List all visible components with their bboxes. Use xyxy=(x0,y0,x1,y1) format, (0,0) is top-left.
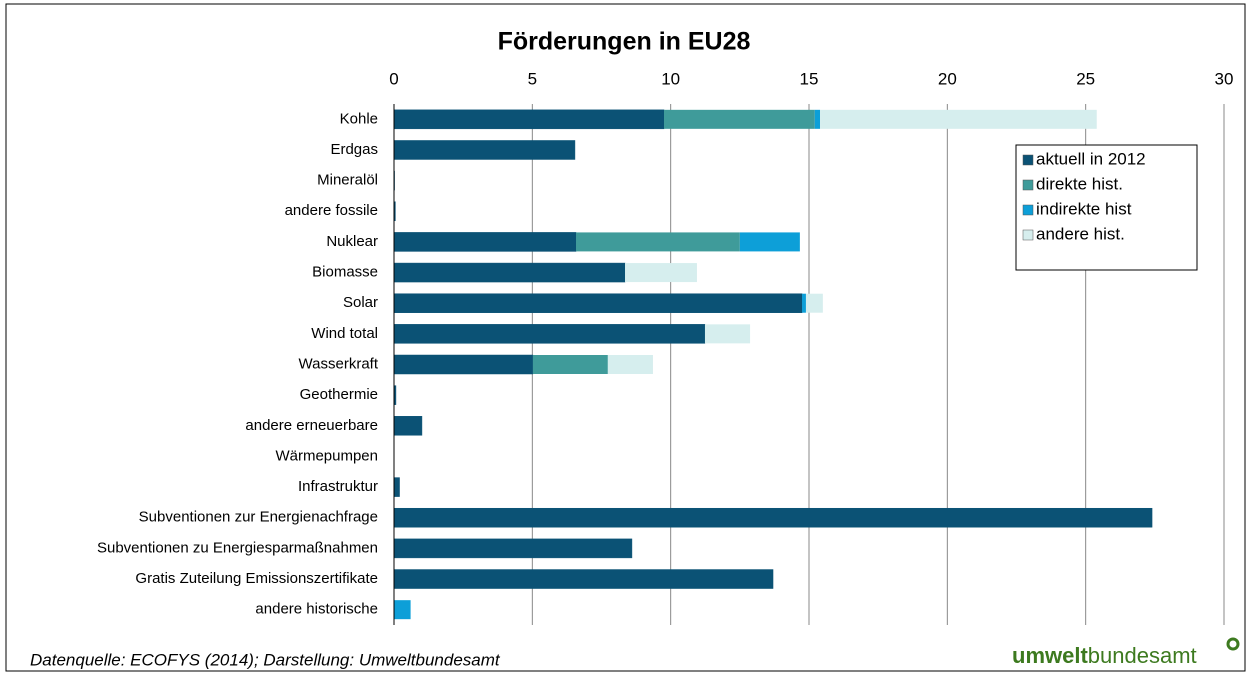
bar-segment xyxy=(625,263,697,283)
legend-swatch xyxy=(1022,204,1034,216)
bar-segment xyxy=(607,355,653,374)
x-tick-label: 0 xyxy=(389,69,398,88)
y-tick-label: Geothermie xyxy=(300,386,378,403)
source-note: Datenquelle: ECOFYS (2014); Darstellung:… xyxy=(30,650,501,669)
legend-label: direkte hist. xyxy=(1036,174,1123,193)
y-tick-label: Erdgas xyxy=(330,141,378,158)
y-tick-label: Biomasse xyxy=(312,264,378,281)
bar-segment xyxy=(393,109,665,130)
logo-icon xyxy=(1226,637,1240,651)
bar-segment xyxy=(576,232,740,252)
y-tick-label: Subventionen zur Energienachfrage xyxy=(139,509,378,526)
x-tick-label: 10 xyxy=(661,69,680,88)
bar-segment xyxy=(393,293,803,313)
logo-regular: bundesamt xyxy=(1088,643,1197,668)
bar-segment xyxy=(393,262,626,283)
x-tick-label: 25 xyxy=(1076,69,1095,88)
bar-segment xyxy=(802,293,806,313)
bar-segment xyxy=(393,354,534,375)
y-tick-label: Wasserkraft xyxy=(299,355,379,372)
y-tick-label: Infrastruktur xyxy=(298,478,378,495)
bar-segment xyxy=(814,109,821,129)
bar-segment xyxy=(393,140,576,160)
x-tick-label: 15 xyxy=(800,69,819,88)
y-tick-label: Gratis Zuteilung Emissionszertifikate xyxy=(135,570,378,587)
legend-box xyxy=(1015,144,1198,271)
bar-segment xyxy=(393,569,774,589)
x-tick-label: 30 xyxy=(1215,69,1234,88)
y-tick-label: andere fossile xyxy=(285,202,378,219)
bar-segment xyxy=(393,477,400,497)
bar-segment xyxy=(394,600,411,620)
y-tick-label: Subventionen zu Energiesparmaßnahmen xyxy=(97,539,378,556)
legend-swatch xyxy=(1022,154,1034,166)
bar-segment xyxy=(664,109,815,129)
legend-label: andere hist. xyxy=(1036,224,1125,243)
legend: aktuell in 2012 direkte hist. indirekte hi… xyxy=(1015,144,1198,271)
logo: umweltbundesamt xyxy=(1012,643,1197,668)
legend-swatch xyxy=(1022,179,1034,191)
legend-label: indirekte hist xyxy=(1036,199,1132,218)
chart-title: Förderungen in EU28 xyxy=(498,28,751,56)
x-tick-label: 20 xyxy=(938,69,957,88)
bar-segment xyxy=(393,232,577,252)
bar-segment xyxy=(393,324,706,344)
y-tick-label: Nuklear xyxy=(326,233,378,250)
bar-segment xyxy=(393,538,633,559)
bar-segment xyxy=(820,109,1097,129)
x-tick-label: 5 xyxy=(528,69,537,88)
legend-label: aktuell in 2012 xyxy=(1036,149,1146,168)
logo-bold: umwelt xyxy=(1012,643,1088,668)
y-tick-label: Solar xyxy=(343,294,378,311)
bar-segment xyxy=(393,416,423,436)
legend-swatch xyxy=(1022,229,1034,241)
y-tick-label: Kohle xyxy=(340,110,378,127)
y-tick-label: Wärmepumpen xyxy=(275,447,378,464)
bar-segment xyxy=(532,355,608,374)
bar-segment xyxy=(805,293,823,313)
y-tick-label: andere erneuerbare xyxy=(245,417,378,434)
bar-segment xyxy=(704,324,751,344)
bar-segment xyxy=(393,507,1153,528)
y-tick-label: Wind total xyxy=(311,325,378,342)
y-tick-label: andere historische xyxy=(255,601,378,618)
y-tick-label: Mineralöl xyxy=(317,172,378,189)
bar-segment xyxy=(739,232,800,252)
